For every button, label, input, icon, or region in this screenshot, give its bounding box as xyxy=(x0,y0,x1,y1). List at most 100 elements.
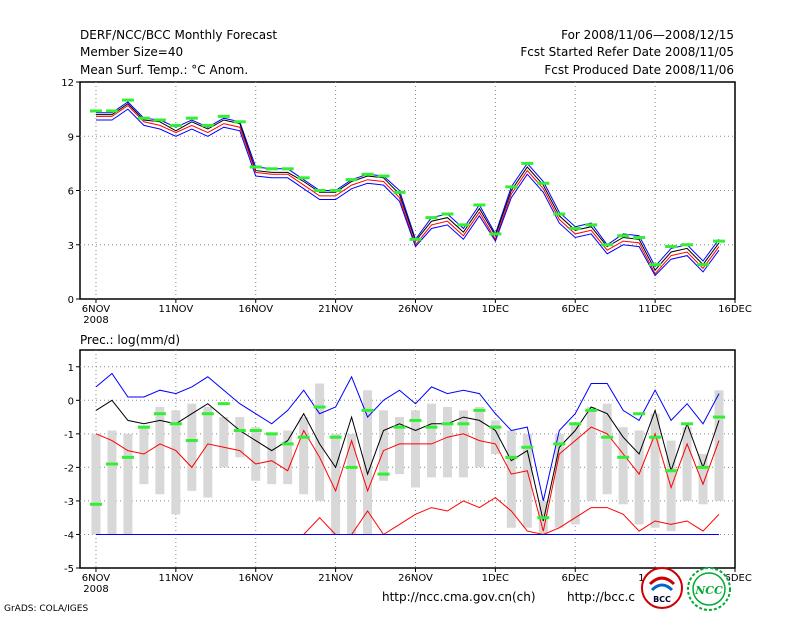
prec-observed-marker xyxy=(201,412,214,416)
temp-ytick-label: 3 xyxy=(68,241,74,252)
url-ncc[interactable]: http://ncc.cma.gov.cn(ch) xyxy=(382,590,536,604)
temp-observed-marker xyxy=(121,98,134,102)
temp-observed-marker xyxy=(105,109,118,113)
prec-observed-marker xyxy=(89,502,102,506)
prec-observed-marker xyxy=(569,422,582,426)
prec-observed-marker xyxy=(361,408,374,412)
temp-series-upper xyxy=(96,101,720,268)
temp-observed-marker xyxy=(345,178,358,182)
temp-observed-marker xyxy=(185,116,198,120)
temp-observed-marker xyxy=(169,123,182,127)
temp-observed-marker xyxy=(425,216,438,220)
prec-observed-marker xyxy=(153,412,166,416)
prec-observed-marker xyxy=(697,465,710,469)
temp-observed-marker xyxy=(585,223,598,227)
prec-spread-box xyxy=(570,423,580,525)
temp-ytick-label: 9 xyxy=(68,132,74,143)
temp-xtick-label: 16NOV xyxy=(238,304,273,315)
prec-spread-box xyxy=(602,403,612,495)
prec-spread-box xyxy=(395,417,405,475)
temp-observed-marker xyxy=(665,245,678,249)
prec-xtick-label: 6DEC xyxy=(562,573,589,584)
prec-spread-box xyxy=(650,413,660,528)
prec-spread-box xyxy=(235,417,245,458)
prec-observed-marker xyxy=(681,422,694,426)
prec-spread-box xyxy=(347,433,357,535)
temp-xtick-label: 11DEC xyxy=(638,304,672,315)
prec-spread-box xyxy=(331,433,341,535)
url-bcc[interactable]: http://bcc.c xyxy=(567,590,635,604)
prec-spread-box xyxy=(123,433,133,535)
prec-spread-box xyxy=(187,403,197,491)
temp-observed-marker xyxy=(361,172,374,176)
prec-spread-box xyxy=(682,427,692,501)
prec-ytick-label: -3 xyxy=(64,497,74,508)
prec-spread-box xyxy=(267,433,277,485)
bcc-logo: BCC xyxy=(640,566,684,610)
temp-observed-marker xyxy=(377,174,390,178)
temp-observed-marker xyxy=(297,176,310,180)
temp-xtick-label: 6DEC xyxy=(562,304,589,315)
prec-spread-box xyxy=(618,427,628,505)
prec-observed-marker xyxy=(649,435,662,439)
prec-observed-marker xyxy=(633,412,646,416)
temp-ytick-label: 12 xyxy=(61,78,74,89)
temp-series-inner xyxy=(96,104,720,275)
prec-observed-marker xyxy=(489,425,502,429)
prec-spread-box xyxy=(714,390,724,501)
prec-spread-box xyxy=(363,390,373,535)
prec-observed-marker xyxy=(329,435,342,439)
temp-observed-marker xyxy=(473,203,486,207)
prec-xtick-label: 1DEC xyxy=(482,573,509,584)
prec-observed-marker xyxy=(425,425,438,429)
temp-ytick-label: 0 xyxy=(68,295,74,306)
prec-spread-box xyxy=(107,430,117,535)
prec-observed-marker xyxy=(377,472,390,476)
prec-spread-box xyxy=(299,417,309,495)
temp-observed-marker xyxy=(393,190,406,194)
temp-series-mean xyxy=(96,103,720,271)
prec-xtick-label: 16DEC xyxy=(718,573,752,584)
temp-xtick-label: 26NOV xyxy=(398,304,433,315)
prec-observed-marker xyxy=(617,455,630,459)
prec-xtick-label: 26NOV xyxy=(398,573,433,584)
prec-series-inner xyxy=(95,426,720,532)
prec-series-upper xyxy=(95,372,720,502)
prec-spread-box xyxy=(171,410,181,515)
prec-ytick-label: -1 xyxy=(64,430,74,441)
prec-spread-box xyxy=(155,407,165,495)
prec-spread-box xyxy=(442,407,452,478)
grads-credit: GrADS: COLA/IGES xyxy=(4,604,89,614)
forecast-produced-date: Fcst Produced Date 2008/11/06 xyxy=(544,63,734,77)
prec-observed-marker xyxy=(265,432,278,436)
prec-observed-marker xyxy=(441,422,454,426)
prec-spread-box xyxy=(410,410,420,488)
temp-observed-marker xyxy=(713,239,726,243)
prec-ytick-label: -4 xyxy=(64,530,74,541)
prec-observed-marker xyxy=(297,435,310,439)
temp-xtick-label: 1DEC xyxy=(482,304,509,315)
temp-observed-marker xyxy=(313,189,326,192)
prec-observed-marker xyxy=(105,462,118,466)
prec-observed-marker xyxy=(537,516,550,520)
prec-spread-box xyxy=(554,433,564,528)
prec-observed-marker xyxy=(601,435,614,439)
prec-spread-box xyxy=(490,420,500,454)
temp-observed-marker xyxy=(217,114,230,118)
prec-observed-marker xyxy=(585,408,598,412)
temp-observed-marker xyxy=(521,161,534,165)
prec-spread-box xyxy=(203,407,213,498)
temp-observed-marker xyxy=(649,263,662,267)
prec-variable-label: Prec.: log(mm/d) xyxy=(80,333,181,347)
prec-observed-marker xyxy=(169,422,182,426)
temp-variable-label: Mean Surf. Temp.: °C Anom. xyxy=(80,63,249,77)
prec-observed-marker xyxy=(553,442,566,446)
prec-observed-marker xyxy=(505,455,518,459)
temp-observed-marker xyxy=(441,212,454,216)
temp-observed-marker xyxy=(633,236,646,240)
prec-spread-box xyxy=(379,410,389,481)
temp-observed-marker xyxy=(617,234,630,238)
prec-spread-box xyxy=(139,427,149,485)
temp-observed-marker xyxy=(569,226,582,230)
